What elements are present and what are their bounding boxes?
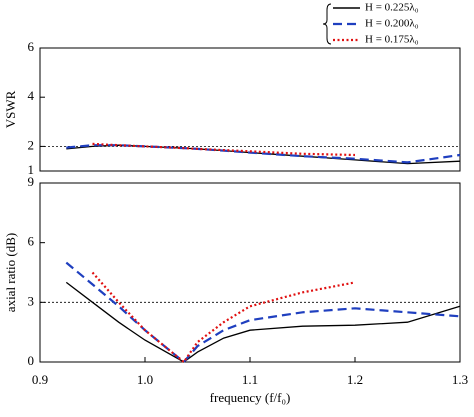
y-tick-label: 6 [28, 234, 35, 249]
y-tick-label: 6 [28, 39, 35, 54]
legend-label: H = 0.200λ₀ [365, 18, 419, 30]
y-axis-label: axial ratio (dB) [3, 233, 18, 312]
legend-brace [322, 3, 332, 45]
legend-label: H = 0.175λ₀ [365, 34, 419, 46]
series-line [65, 281, 461, 363]
series-line [66, 144, 461, 164]
series-line [92, 142, 356, 157]
plot-frame [39, 47, 461, 172]
y-axis-label: VSWR [3, 90, 18, 128]
y-tick-label: 9 [28, 174, 35, 189]
x-tick-label: 1.0 [137, 372, 153, 387]
y-tick-label: 2 [28, 137, 35, 152]
x-tick-label: 1.1 [242, 372, 258, 387]
x-tick-label: 0.9 [32, 372, 48, 387]
x-tick-label: 1.2 [347, 372, 363, 387]
y-tick-label: 4 [28, 88, 35, 103]
plot-frame [39, 182, 461, 363]
series-line [91, 271, 356, 364]
series-line [65, 261, 461, 364]
y-tick-label: 3 [28, 293, 35, 308]
legend-label: H = 0.225λ₀ [365, 2, 419, 14]
y-tick-label: 0 [28, 353, 35, 368]
x-axis-label: frequency (f/f₀) [210, 390, 291, 405]
y-tick-label: 1 [28, 162, 35, 177]
x-tick-label: 1.3 [452, 372, 468, 387]
